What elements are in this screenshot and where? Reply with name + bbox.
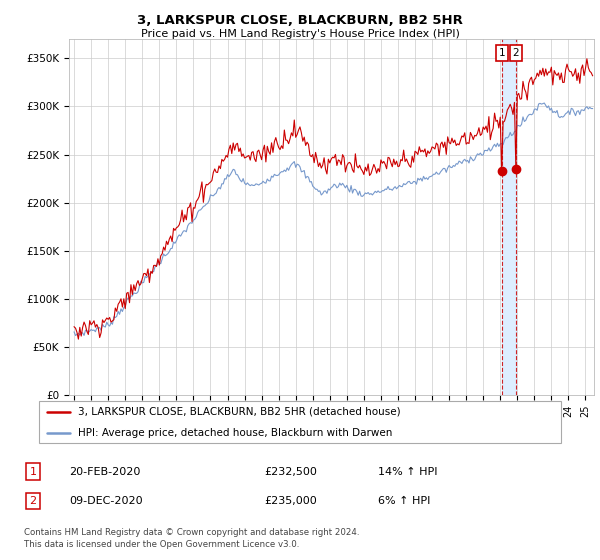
Text: £232,500: £232,500 bbox=[264, 466, 317, 477]
Text: 3, LARKSPUR CLOSE, BLACKBURN, BB2 5HR (detached house): 3, LARKSPUR CLOSE, BLACKBURN, BB2 5HR (d… bbox=[78, 407, 401, 417]
Text: 1: 1 bbox=[499, 48, 506, 58]
Bar bbox=[502, 39, 516, 395]
Text: 2: 2 bbox=[29, 496, 37, 506]
Text: 6% ↑ HPI: 6% ↑ HPI bbox=[378, 496, 430, 506]
Text: 14% ↑ HPI: 14% ↑ HPI bbox=[378, 466, 437, 477]
Text: 20-FEB-2020: 20-FEB-2020 bbox=[69, 466, 140, 477]
Text: This data is licensed under the Open Government Licence v3.0.: This data is licensed under the Open Gov… bbox=[24, 540, 299, 549]
Text: 1: 1 bbox=[29, 466, 37, 477]
Text: 2: 2 bbox=[512, 48, 519, 58]
Text: HPI: Average price, detached house, Blackburn with Darwen: HPI: Average price, detached house, Blac… bbox=[78, 428, 392, 438]
FancyBboxPatch shape bbox=[38, 401, 562, 444]
Text: 09-DEC-2020: 09-DEC-2020 bbox=[69, 496, 143, 506]
Text: Contains HM Land Registry data © Crown copyright and database right 2024.: Contains HM Land Registry data © Crown c… bbox=[24, 528, 359, 536]
Text: 3, LARKSPUR CLOSE, BLACKBURN, BB2 5HR: 3, LARKSPUR CLOSE, BLACKBURN, BB2 5HR bbox=[137, 14, 463, 27]
Text: Price paid vs. HM Land Registry's House Price Index (HPI): Price paid vs. HM Land Registry's House … bbox=[140, 29, 460, 39]
Text: £235,000: £235,000 bbox=[264, 496, 317, 506]
